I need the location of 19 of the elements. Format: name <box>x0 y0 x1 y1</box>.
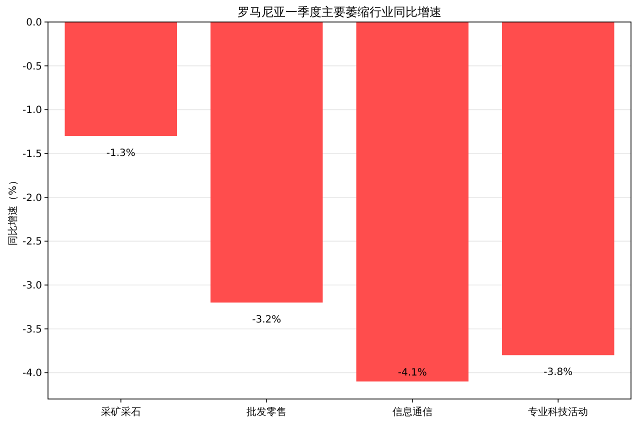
x-tick-label: 批发零售 <box>246 406 287 418</box>
y-tick-label: -3.5 <box>22 324 42 336</box>
y-tick-label: -2.5 <box>22 236 42 248</box>
data-label: -4.1% <box>398 367 427 378</box>
y-tick-label: -1.5 <box>22 149 42 160</box>
data-label: -1.3% <box>106 148 136 159</box>
y-tick-label: -1.0 <box>22 105 42 116</box>
x-tick-label: 采矿采石 <box>100 406 141 418</box>
chart-title: 罗马尼亚一季度主要萎缩行业同比增速 <box>238 5 442 19</box>
data-label: -3.2% <box>252 314 282 326</box>
y-tick-label: -0.5 <box>22 61 42 72</box>
x-tick-label: 信息通信 <box>392 406 432 418</box>
data-label: -3.8% <box>544 367 573 378</box>
y-axis-title: 同比增速（%） <box>7 176 19 246</box>
x-tick-label: 专业科技活动 <box>528 406 588 418</box>
y-tick-label: -4.0 <box>22 368 42 380</box>
y-tick-label: -3.0 <box>22 280 42 292</box>
y-tick-label: 0.0 <box>26 18 42 28</box>
y-tick-label: -2.0 <box>22 192 42 204</box>
